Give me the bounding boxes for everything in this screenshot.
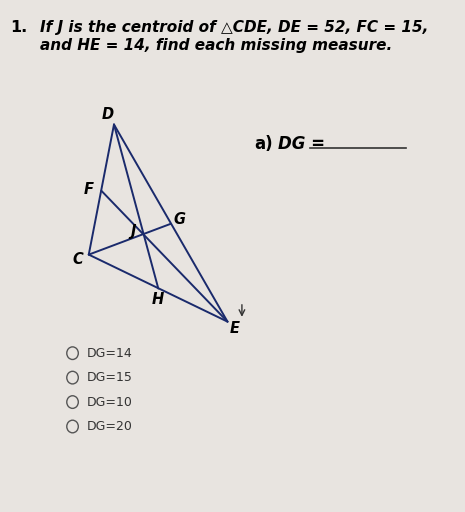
Text: DG=14: DG=14 bbox=[87, 347, 133, 359]
Text: a): a) bbox=[254, 135, 273, 153]
Text: and HE = 14, find each missing measure.: and HE = 14, find each missing measure. bbox=[40, 38, 392, 53]
Text: DG=15: DG=15 bbox=[87, 371, 133, 384]
Text: DG=20: DG=20 bbox=[87, 420, 133, 433]
Text: DG =: DG = bbox=[278, 135, 325, 153]
Text: H: H bbox=[152, 292, 165, 307]
Text: J: J bbox=[130, 224, 136, 239]
Text: D: D bbox=[101, 107, 113, 122]
Text: C: C bbox=[73, 252, 83, 267]
Text: 1.: 1. bbox=[10, 20, 27, 35]
Text: E: E bbox=[230, 321, 240, 336]
Text: If J is the centroid of △CDE, DE = 52, FC = 15,: If J is the centroid of △CDE, DE = 52, F… bbox=[40, 20, 428, 35]
Text: F: F bbox=[84, 182, 94, 198]
Text: G: G bbox=[173, 212, 186, 227]
Text: DG=10: DG=10 bbox=[87, 396, 133, 409]
